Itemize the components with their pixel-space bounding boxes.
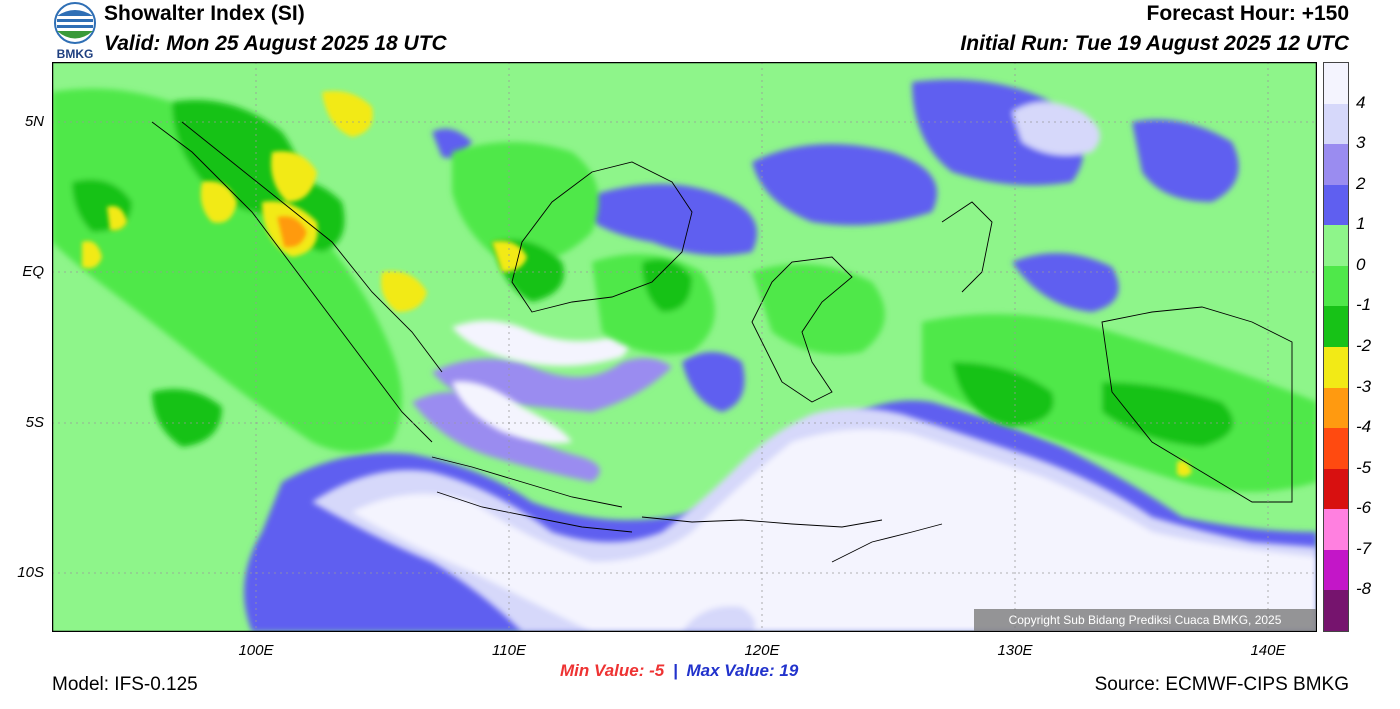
colorbar-segment xyxy=(1324,103,1348,145)
colorbar-segment xyxy=(1324,184,1348,226)
colorbar-segment xyxy=(1324,265,1348,307)
max-value: 19 xyxy=(779,661,799,680)
field-very-stable-region xyxy=(312,320,1317,632)
coast-nusa-tenggara xyxy=(641,516,883,528)
colorbar-label: -6 xyxy=(1356,498,1372,518)
colorbar-label: -7 xyxy=(1356,538,1372,558)
colorbar-segment xyxy=(1324,549,1348,591)
coast-papua xyxy=(1101,306,1293,503)
field-unstable-region xyxy=(52,88,1317,492)
coast-sulawesi xyxy=(751,256,853,403)
coast-sumatra-east xyxy=(181,121,443,373)
coast-timor xyxy=(831,523,943,563)
colorbar-segment xyxy=(1324,347,1348,389)
lon-label-100e: 100E xyxy=(238,642,274,659)
colorbar-label: -8 xyxy=(1356,579,1372,599)
copyright-notice: Copyright Sub Bidang Prediksi Cuaca BMKG… xyxy=(974,609,1316,631)
colorbar xyxy=(1323,62,1349,632)
valid-time: Valid: Mon 25 August 2025 18 UTC xyxy=(104,32,447,55)
coast-sumatra-west xyxy=(151,121,433,443)
colorbar-label: 2 xyxy=(1356,173,1366,193)
colorbar-label: -3 xyxy=(1356,376,1372,396)
svg-text:BMKG: BMKG xyxy=(57,47,94,60)
colorbar-label: 1 xyxy=(1356,214,1366,234)
min-value-label: Min Value: xyxy=(560,661,645,680)
colorbar-segment xyxy=(1324,225,1348,267)
colorbar-label: 3 xyxy=(1356,133,1366,153)
field-convective-spots xyxy=(82,91,1192,477)
colorbar-segment xyxy=(1324,387,1348,429)
lon-label-110e: 110E xyxy=(492,642,526,659)
bmkg-logo-icon: BMKG xyxy=(54,2,96,61)
colorbar-segment xyxy=(1324,509,1348,551)
colorbar-label: -1 xyxy=(1356,295,1372,315)
gridlines xyxy=(52,62,1317,632)
min-max-separator: | xyxy=(672,661,678,680)
forecast-hour: Forecast Hour: +150 xyxy=(1146,2,1350,25)
min-max-values: Min Value: -5 | Max Value: 19 xyxy=(560,661,798,681)
colorbar-segment xyxy=(1324,144,1348,186)
colorbar-segment xyxy=(1324,306,1348,348)
min-value: -5 xyxy=(649,661,665,680)
max-value-label: Max Value: xyxy=(686,661,775,680)
lon-label-130e: 130E xyxy=(997,642,1033,659)
model-label: Model: IFS-0.125 xyxy=(52,674,198,695)
coast-java-north xyxy=(431,456,623,508)
map-canvas xyxy=(52,62,1317,632)
lon-label-140e: 140E xyxy=(1250,642,1286,659)
map-border xyxy=(52,62,1317,632)
colorbar-label: -5 xyxy=(1356,457,1372,477)
colorbar-segment xyxy=(1324,428,1348,470)
lon-label-120e: 120E xyxy=(744,642,780,659)
bmkg-logo: BMKG xyxy=(52,2,98,61)
coast-kalimantan xyxy=(511,161,693,313)
coast-java-south xyxy=(436,491,633,533)
colorbar-label: 4 xyxy=(1356,92,1366,112)
colorbar-label: 0 xyxy=(1356,254,1366,274)
colorbar-segment xyxy=(1324,63,1348,105)
map-svg xyxy=(52,62,1317,632)
colorbar-segment xyxy=(1324,590,1348,632)
lat-label-5s: 5S xyxy=(25,414,44,431)
colorbar-label: -4 xyxy=(1356,417,1372,437)
colorbar-segment xyxy=(1324,468,1348,510)
lat-label-10s: 10S xyxy=(17,564,44,581)
coast-halmahera xyxy=(941,201,993,293)
source-label: Source: ECMWF-CIPS BMKG xyxy=(1094,674,1349,695)
initial-run: Initial Run: Tue 19 August 2025 12 UTC xyxy=(960,32,1349,55)
colorbar-label: -2 xyxy=(1356,336,1372,355)
lat-label-5n: 5N xyxy=(24,113,44,130)
lat-label-eq: EQ xyxy=(22,263,44,280)
map-title: Showalter Index (SI) xyxy=(104,2,305,25)
coastlines xyxy=(151,121,1293,563)
